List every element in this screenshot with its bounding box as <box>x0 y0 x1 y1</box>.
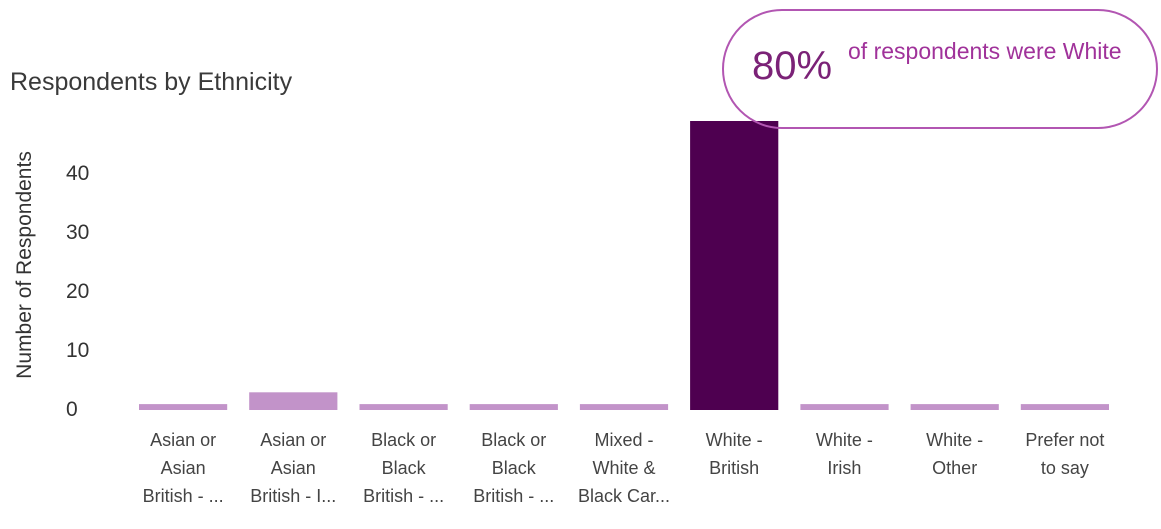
bar[interactable] <box>690 121 779 410</box>
x-axis-category-label: Mixed - White & Black Car... <box>577 430 671 506</box>
x-axis-category-label: Prefer not to say <box>1025 430 1105 478</box>
y-axis-tick-label: 10 <box>66 339 90 362</box>
bar[interactable] <box>139 404 228 410</box>
kpi-callout: 80% of respondents were White <box>722 9 1158 129</box>
bar[interactable] <box>1020 404 1109 410</box>
y-axis-tick-label: 20 <box>66 280 90 303</box>
x-axis-category-label: White - Irish <box>815 430 873 478</box>
x-axis-category-label: Asian or Asian British - I... <box>250 430 337 506</box>
chart-title: Respondents by Ethnicity <box>10 68 293 96</box>
x-axis-category-label: White - Other <box>926 430 984 478</box>
x-axis-category-label: White - British <box>705 430 763 478</box>
bar[interactable] <box>800 404 889 410</box>
bar[interactable] <box>359 404 448 410</box>
x-axis-category-label: Black or Black British - ... <box>363 430 445 506</box>
bar[interactable] <box>910 404 999 410</box>
x-axis-category-label: Black or Black British - ... <box>473 430 555 506</box>
y-axis-label: Number of Respondents <box>13 151 36 379</box>
y-axis-tick-label: 0 <box>66 398 78 421</box>
bar[interactable] <box>249 392 338 410</box>
callout-text: of respondents were White <box>848 38 1122 64</box>
callout-value: 80% <box>752 44 833 88</box>
x-axis-category-label: Asian or Asian British - ... <box>142 430 224 506</box>
y-axis-tick-label: 30 <box>66 221 90 245</box>
bar[interactable] <box>579 404 669 410</box>
bar[interactable] <box>469 404 558 410</box>
y-axis-tick-label: 40 <box>66 162 90 186</box>
